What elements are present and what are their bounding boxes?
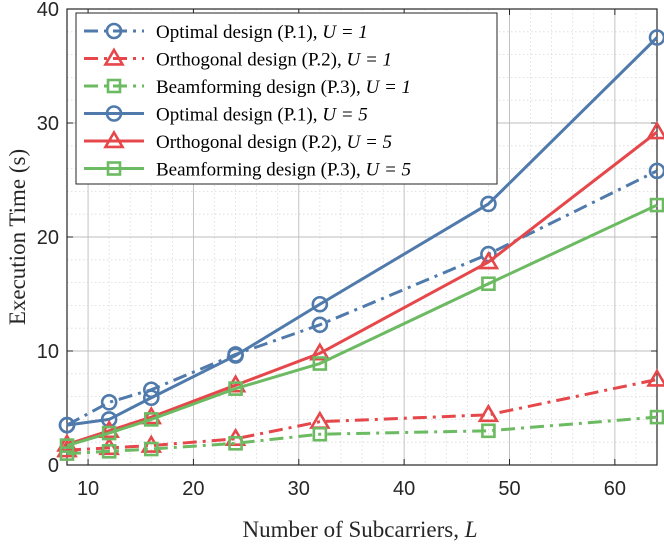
- data-point-marker: [649, 409, 664, 425]
- legend-label: Beamforming design (P.3), U = 5: [156, 160, 411, 181]
- data-point-marker: [228, 381, 243, 396]
- series-line: [66, 36, 659, 427]
- data-point-marker: [58, 416, 76, 434]
- data-point-marker: [311, 295, 329, 313]
- data-point-marker: [101, 444, 117, 459]
- x-axis-title: Number of Subcarriers, L: [242, 517, 477, 542]
- data-point-marker: [646, 121, 664, 140]
- legend-entry: Beamforming design (P.3), U = 1: [84, 77, 411, 98]
- data-point-marker: [309, 342, 331, 361]
- data-point-marker: [477, 251, 500, 270]
- y-tick-label: 10: [37, 341, 59, 363]
- x-tick-label: 60: [604, 478, 626, 500]
- legend-entry: Orthogonal design (P.2), U = 1: [84, 47, 392, 71]
- legend-entry: Optimal design (P.1), U = 5: [84, 105, 368, 126]
- data-point-marker: [59, 438, 75, 453]
- x-tick-label: 30: [288, 478, 310, 500]
- data-point-marker: [649, 197, 664, 213]
- data-point-marker: [100, 393, 118, 411]
- legend: Optimal design (P.1), U = 1 Orthogonal de…: [75, 12, 498, 185]
- legend-entry: Beamforming design (P.3), U = 5: [84, 160, 411, 181]
- data-point-marker: [56, 439, 78, 458]
- data-point-marker: [101, 425, 117, 441]
- legend-label: Beamforming design (P.3), U = 1: [156, 77, 411, 98]
- data-point-marker: [143, 412, 159, 427]
- data-point-marker: [59, 446, 75, 461]
- legend-marker-sample: [103, 129, 125, 149]
- y-tick-label: 0: [48, 455, 59, 477]
- data-point-marker: [648, 29, 664, 46]
- data-point-marker: [646, 368, 664, 387]
- data-point-marker: [311, 316, 329, 334]
- legend-entry: Optimal design (P.1), U = 1: [84, 22, 368, 43]
- data-point-marker: [312, 356, 328, 371]
- data-point-marker: [228, 436, 243, 451]
- legend-label: Optimal design (P.1), U = 1: [156, 22, 368, 43]
- series-line: [66, 378, 658, 452]
- data-point-marker: [143, 441, 159, 457]
- legend-marker-sample: [106, 78, 122, 94]
- y-tick-labels: 0 10 20 30 40: [37, 0, 59, 477]
- series-layer: [56, 29, 664, 461]
- data-point-marker: [98, 419, 120, 439]
- x-tick-labels: 10 20 30 40 50 60: [77, 478, 626, 500]
- data-point-marker: [480, 195, 497, 213]
- data-point-marker: [142, 389, 160, 407]
- data-point-marker: [648, 162, 664, 180]
- legend-label: Optimal design (P.1), U = 5: [156, 105, 368, 126]
- series-line: [66, 130, 658, 446]
- legend-box: [75, 12, 498, 185]
- data-point-marker: [312, 426, 328, 442]
- series-6: [59, 197, 664, 453]
- legend-label: Orthogonal design (P.2), U = 1: [156, 50, 392, 71]
- y-tick-label: 20: [37, 227, 59, 249]
- data-point-marker: [477, 403, 500, 423]
- x-tick-label: 20: [182, 478, 204, 500]
- legend-label: Orthogonal design (P.2), U = 5: [156, 132, 392, 153]
- data-point-marker: [481, 423, 496, 439]
- data-point-marker: [98, 436, 120, 456]
- legend-marker-sample: [103, 47, 125, 66]
- legend-entry: Orthogonal design (P.2), U = 5: [84, 129, 392, 153]
- data-point-marker: [224, 374, 247, 393]
- data-point-marker: [140, 434, 163, 453]
- series-line: [66, 203, 658, 448]
- data-point-marker: [481, 276, 496, 292]
- x-tick-label: 40: [393, 478, 415, 500]
- x-tick-label: 50: [498, 478, 520, 500]
- data-point-marker: [140, 406, 163, 425]
- series-line: [66, 415, 658, 456]
- data-point-marker: [227, 347, 244, 364]
- y-tick-label: 30: [37, 113, 59, 135]
- y-axis-title: Execution Time (s): [5, 149, 30, 325]
- x-tick-label: 10: [77, 478, 99, 500]
- legend-marker-sample: [106, 161, 122, 176]
- y-tick-label: 40: [37, 0, 59, 21]
- legend-marker-sample: [105, 105, 123, 122]
- legend-marker-sample: [105, 22, 123, 40]
- series-3: [59, 409, 664, 461]
